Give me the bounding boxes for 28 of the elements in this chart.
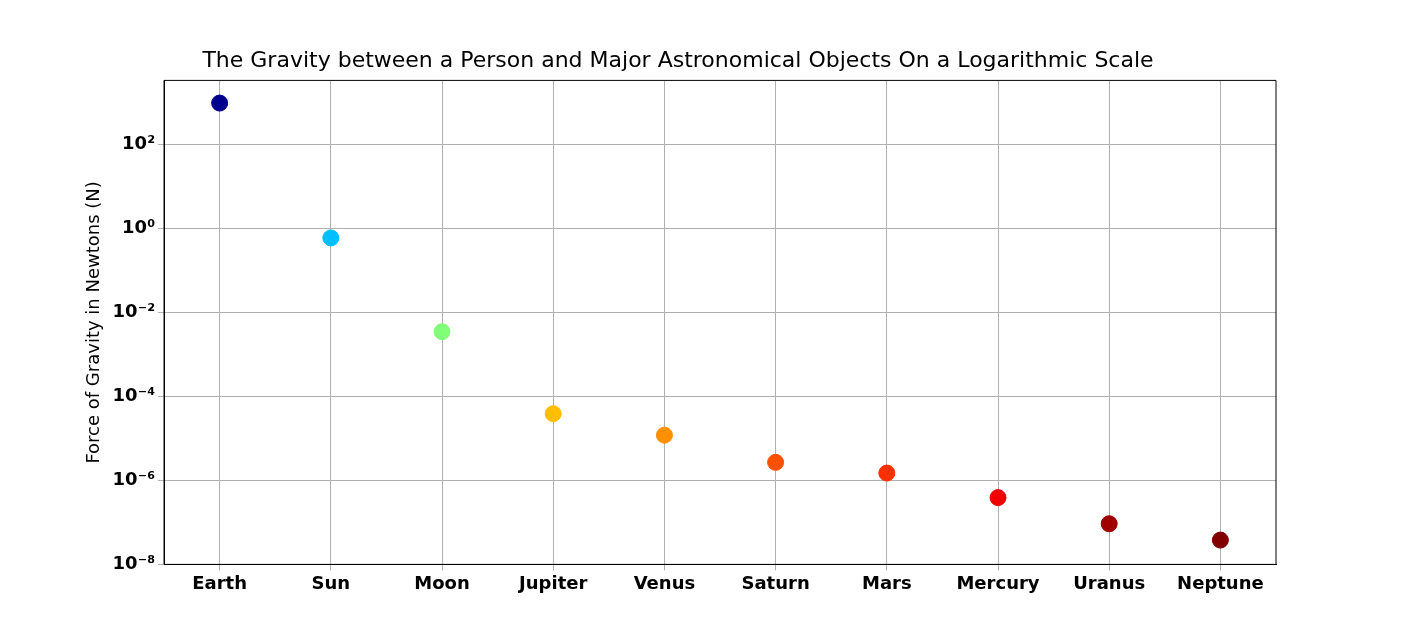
x-tick-label: Moon bbox=[414, 571, 470, 593]
y-tick-label: 10⁻⁶ bbox=[112, 468, 156, 490]
y-tick-label: 10⁰ bbox=[122, 216, 156, 238]
y-tick-label: 10⁻² bbox=[112, 300, 156, 322]
chart-title: The Gravity between a Person and Major Astronomical Objects On a Logarithmic Scale bbox=[201, 46, 1154, 72]
x-tick-label: Earth bbox=[192, 571, 248, 593]
y-tick-label: 10⁻⁸ bbox=[112, 552, 156, 574]
point bbox=[878, 464, 896, 482]
point bbox=[211, 94, 229, 112]
y-tick-label: 10⁻⁴ bbox=[112, 384, 156, 406]
point bbox=[433, 323, 451, 341]
point bbox=[1100, 515, 1118, 533]
point bbox=[989, 489, 1007, 507]
x-tick-label: Venus bbox=[633, 571, 696, 593]
x-tick-label: Uranus bbox=[1073, 571, 1146, 593]
point bbox=[544, 405, 562, 423]
point bbox=[767, 453, 785, 471]
y-axis-title: Force of Gravity in Newtons (N) bbox=[82, 181, 104, 464]
x-tick-label: Mars bbox=[861, 571, 912, 593]
x-tick-label: Mercury bbox=[956, 571, 1040, 593]
y-tick-label: 10² bbox=[122, 132, 156, 154]
point bbox=[1211, 531, 1229, 549]
point bbox=[322, 229, 340, 247]
x-tick-label: Jupiter bbox=[517, 571, 588, 593]
x-tick-label: Neptune bbox=[1177, 571, 1264, 593]
point bbox=[655, 426, 673, 444]
x-tick-label: Sun bbox=[311, 571, 351, 593]
x-tick-label: Saturn bbox=[741, 571, 810, 593]
